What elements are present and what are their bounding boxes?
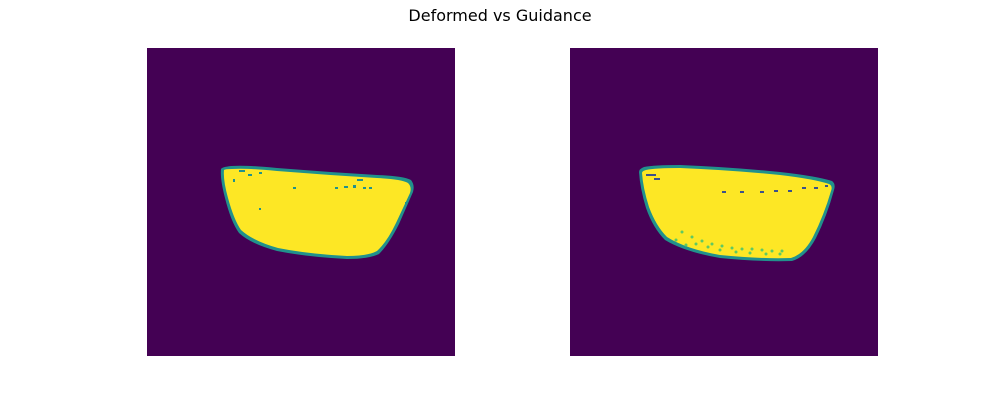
- guidance-lower-texture: [674, 230, 784, 256]
- deformed-panel: [147, 48, 455, 356]
- guidance-rim-dashes: [646, 174, 828, 193]
- deformed-mask-image: [147, 48, 455, 356]
- deformed-bowl-fill: [223, 168, 411, 256]
- guidance-mask-image: [570, 48, 878, 356]
- figure-title: Deformed vs Guidance: [408, 6, 592, 25]
- guidance-bowl-fill: [642, 168, 832, 259]
- deformed-rim-speckles: [233, 170, 407, 210]
- guidance-panel: [570, 48, 878, 356]
